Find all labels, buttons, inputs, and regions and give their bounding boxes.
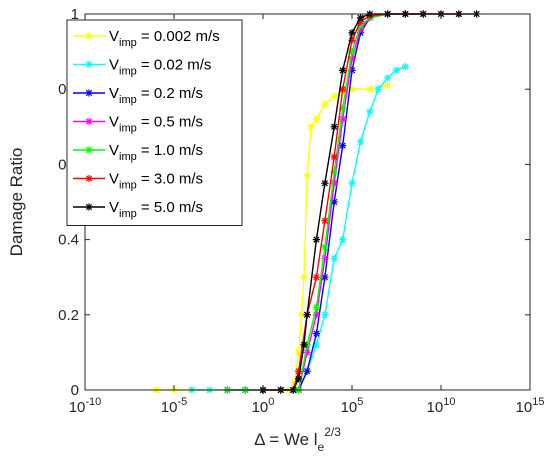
legend-entry: Vimp = 0.2 m/s bbox=[73, 85, 203, 106]
x-axis-label: Δ = We le2/3 bbox=[254, 425, 341, 454]
legend-label: Vimp = 0.5 m/s bbox=[109, 114, 203, 135]
data-point bbox=[348, 179, 356, 187]
legend-entry: Vimp = 1.0 m/s bbox=[73, 142, 203, 163]
data-point bbox=[303, 311, 311, 319]
data-point bbox=[295, 367, 303, 375]
legend-label: Vimp = 0.002 m/s bbox=[109, 28, 220, 49]
data-point bbox=[348, 29, 356, 37]
x-tick-label: 10-5 bbox=[161, 396, 187, 416]
legend-entry: Vimp = 0.5 m/s bbox=[73, 114, 203, 135]
data-point bbox=[303, 367, 311, 375]
data-point bbox=[356, 138, 365, 146]
y-tick-label: 0.2 bbox=[58, 307, 79, 324]
legend-marker bbox=[85, 60, 93, 69]
data-point bbox=[366, 108, 374, 116]
legend-marker bbox=[85, 117, 93, 126]
data-point bbox=[339, 85, 347, 93]
data-point bbox=[330, 179, 338, 187]
data-point bbox=[312, 330, 320, 338]
x-tick-label: 10-10 bbox=[69, 396, 102, 416]
legend-box bbox=[66, 19, 243, 226]
data-point bbox=[339, 236, 347, 244]
legend-label: Vimp = 0.2 m/s bbox=[109, 85, 203, 106]
data-point bbox=[330, 93, 338, 101]
legend-marker bbox=[85, 89, 93, 97]
data-point bbox=[330, 153, 338, 161]
data-point bbox=[392, 66, 400, 74]
data-point bbox=[321, 217, 329, 225]
data-point bbox=[339, 142, 347, 150]
data-point bbox=[321, 179, 329, 187]
x-tick-label: 1010 bbox=[427, 396, 456, 416]
data-point bbox=[384, 81, 392, 90]
legend-marker bbox=[85, 146, 93, 154]
data-point bbox=[321, 100, 329, 108]
data-point bbox=[401, 63, 409, 71]
x-tick-label: 1015 bbox=[516, 396, 545, 416]
legend: Vimp = 0.002 m/s Vimp = 0.02 m/s Vimp = 0.… bbox=[66, 19, 243, 226]
legend-label: Vimp = 1.0 m/s bbox=[109, 142, 203, 163]
legend-marker bbox=[85, 174, 93, 183]
legend-entry: Vimp = 0.02 m/s bbox=[73, 57, 211, 78]
data-point bbox=[330, 254, 338, 262]
x-tick-label: 100 bbox=[252, 396, 275, 416]
data-point bbox=[303, 172, 311, 180]
legend-label: Vimp = 0.02 m/s bbox=[109, 57, 211, 78]
data-point bbox=[384, 74, 392, 82]
legend-marker bbox=[85, 32, 93, 40]
y-tick-label: 0 bbox=[71, 382, 79, 399]
legend-entry: Vimp = 3.0 m/s bbox=[73, 171, 203, 192]
y-tick-label: 1 bbox=[71, 6, 79, 23]
data-point bbox=[307, 123, 315, 131]
y-axis-label: Damage Ratio bbox=[7, 148, 26, 257]
data-point bbox=[300, 273, 308, 281]
data-point bbox=[356, 14, 365, 22]
data-point bbox=[295, 375, 303, 383]
data-point bbox=[321, 243, 329, 251]
legend-marker bbox=[85, 203, 93, 211]
legend-entry: Vimp = 0.002 m/s bbox=[73, 28, 220, 49]
data-point bbox=[312, 115, 320, 123]
data-point bbox=[312, 303, 320, 311]
data-point bbox=[330, 123, 338, 131]
legend-entry: Vimp = 5.0 m/s bbox=[73, 199, 203, 220]
legend-label: Vimp = 3.0 m/s bbox=[109, 171, 203, 192]
legend-label: Vimp = 5.0 m/s bbox=[109, 199, 203, 220]
x-tick-label: 105 bbox=[341, 396, 364, 416]
data-point bbox=[298, 311, 306, 319]
data-point bbox=[366, 85, 374, 93]
data-point bbox=[321, 311, 329, 319]
data-point bbox=[312, 273, 320, 281]
data-point bbox=[312, 236, 320, 244]
data-point bbox=[300, 341, 308, 349]
data-point bbox=[339, 66, 347, 74]
data-point bbox=[374, 85, 382, 93]
y-tick-label: 0.4 bbox=[58, 232, 79, 249]
